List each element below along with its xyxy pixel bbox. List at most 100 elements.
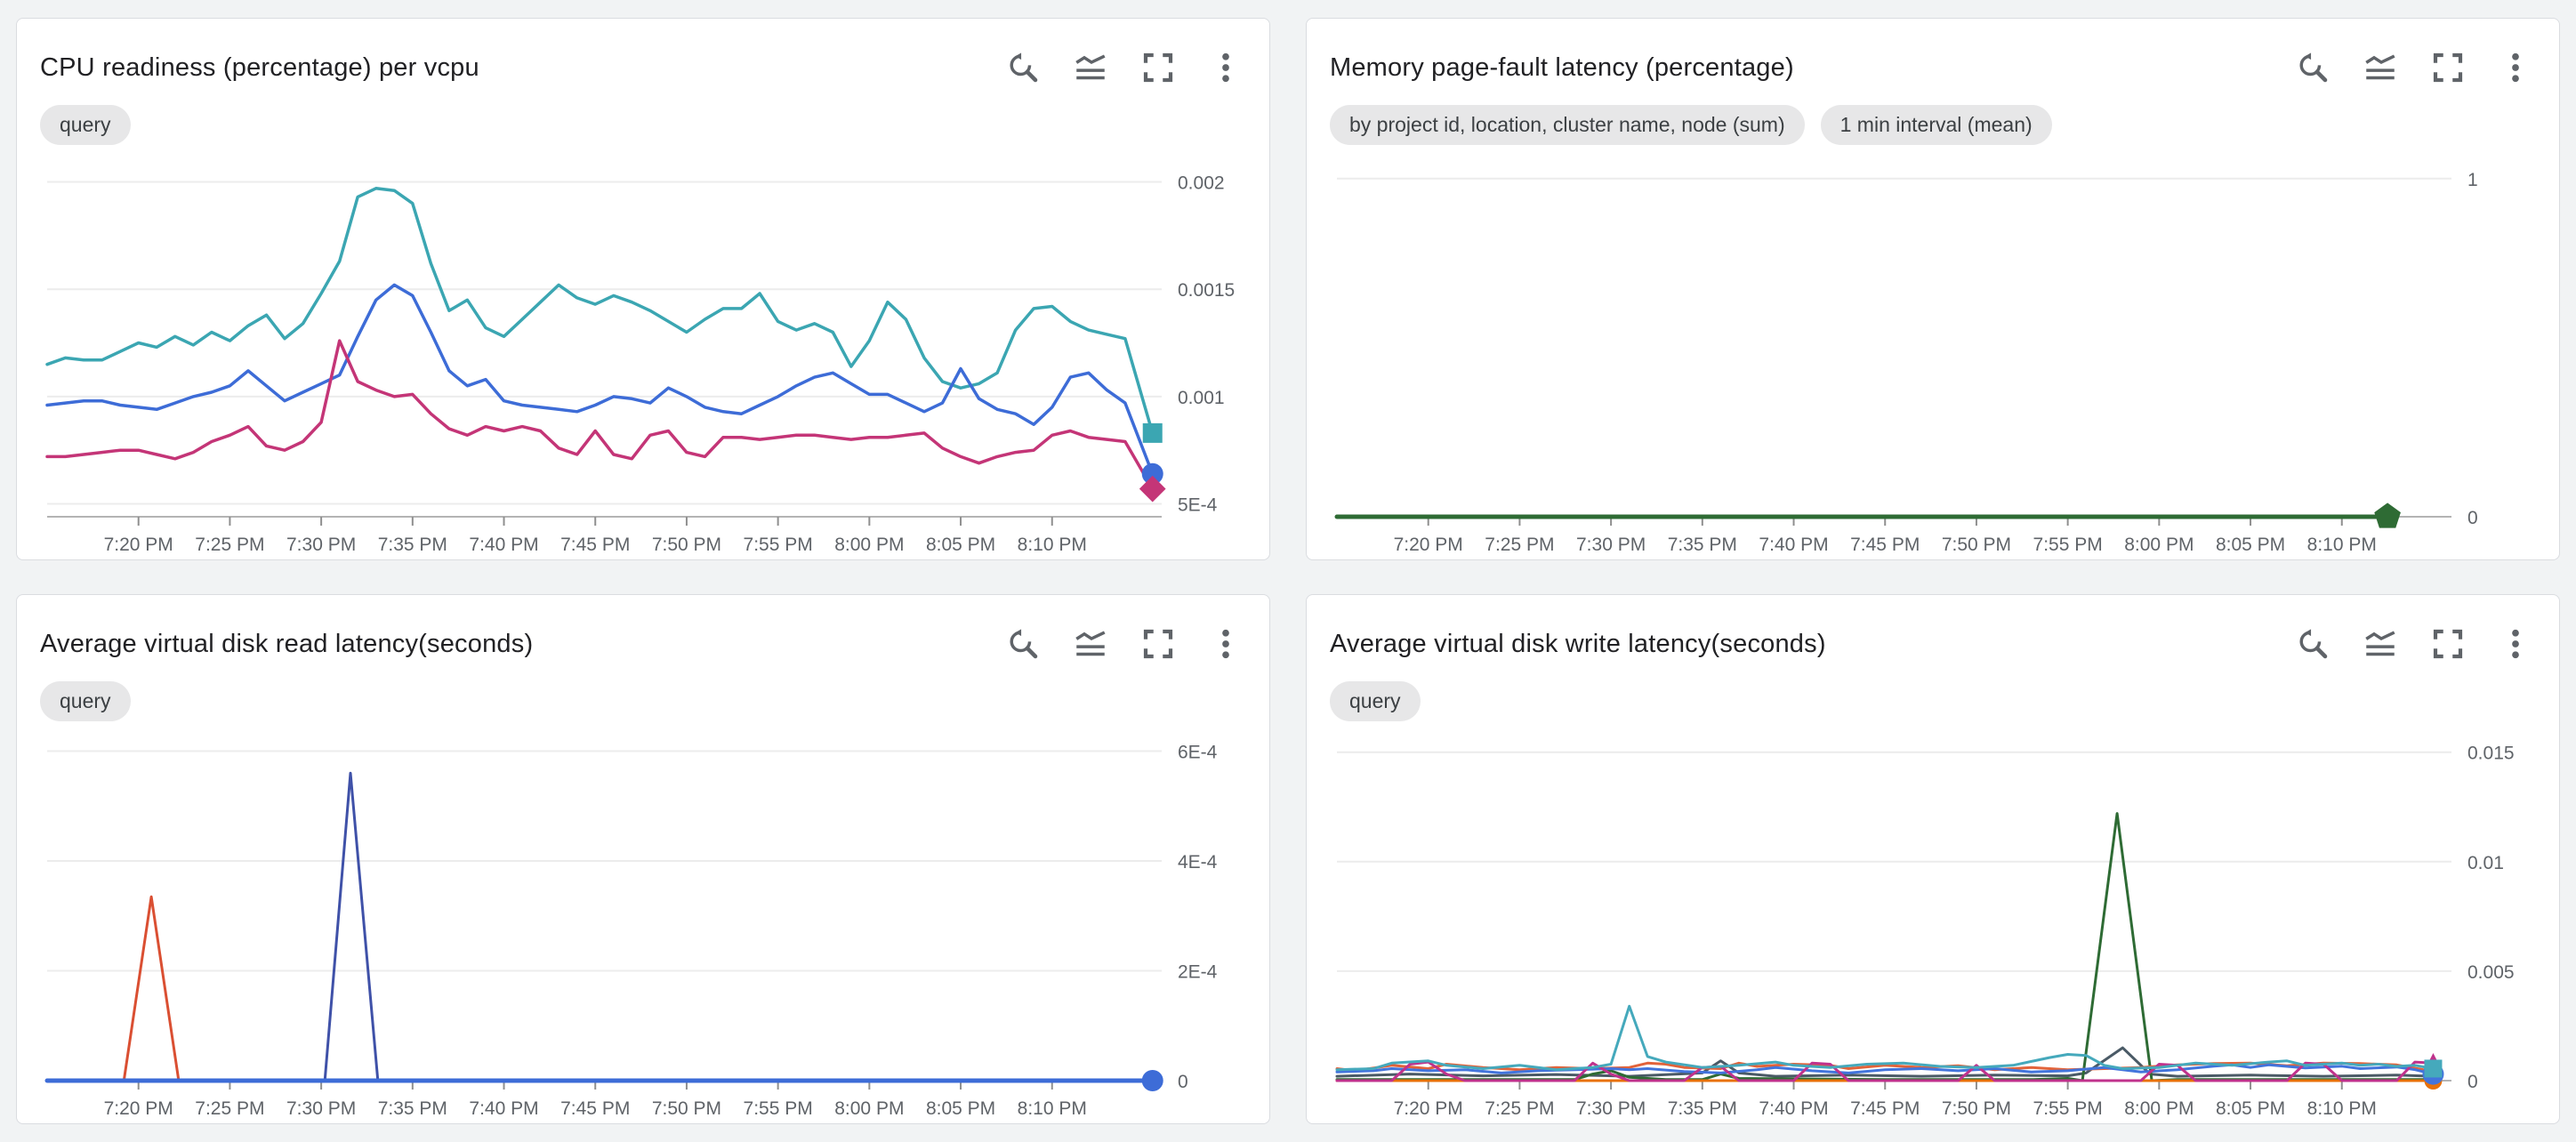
svg-text:7:45 PM: 7:45 PM — [1850, 535, 1920, 555]
svg-text:8:05 PM: 8:05 PM — [926, 535, 995, 555]
svg-text:7:40 PM: 7:40 PM — [469, 1098, 538, 1119]
card-header: CPU readiness (percentage) per vcpu — [40, 19, 1246, 90]
chip[interactable]: query — [1330, 680, 1421, 721]
chart-toolbar — [2292, 623, 2536, 664]
more-options-button[interactable] — [1205, 47, 1246, 88]
svg-text:0.015: 0.015 — [2467, 744, 2515, 764]
svg-text:8:10 PM: 8:10 PM — [1018, 535, 1087, 555]
svg-text:7:55 PM: 7:55 PM — [2033, 1098, 2103, 1119]
chart-card-cpu-readiness: CPU readiness (percentage) per vcpu quer… — [16, 18, 1270, 560]
svg-text:7:20 PM: 7:20 PM — [1394, 1098, 1463, 1119]
svg-text:7:55 PM: 7:55 PM — [744, 535, 813, 555]
chart-title: CPU readiness (percentage) per vcpu — [40, 52, 479, 82]
fullscreen-button[interactable] — [2427, 47, 2468, 88]
chip-row: query — [40, 680, 1246, 721]
more-options-button[interactable] — [2495, 47, 2536, 88]
chart-area[interactable]: 2E-4 4E-4 6E-4 7:20 PM 7:25 PM 7:30 PM 7:35 PM… — [40, 721, 1246, 1123]
svg-text:8:00 PM: 8:00 PM — [834, 1098, 904, 1119]
chip[interactable]: 1 min interval (mean) — [1820, 104, 2052, 145]
chart-title: Average virtual disk read latency(second… — [40, 629, 534, 658]
svg-text:7:20 PM: 7:20 PM — [104, 1098, 173, 1119]
svg-text:0.005: 0.005 — [2467, 962, 2515, 983]
chart-outline-toggle-button[interactable] — [1070, 47, 1111, 88]
svg-text:7:35 PM: 7:35 PM — [378, 535, 447, 555]
card-header: Memory page-fault latency (percentage) — [1330, 19, 2536, 90]
card-header: Average virtual disk write latency(secon… — [1330, 595, 2536, 666]
more-options-button[interactable] — [2495, 623, 2536, 664]
more-vert-icon — [2512, 52, 2519, 83]
more-vert-icon — [1222, 629, 1229, 659]
chip[interactable]: by project id, location, cluster name, n… — [1330, 104, 1805, 145]
svg-text:7:50 PM: 7:50 PM — [652, 535, 721, 555]
svg-text:6E-4: 6E-4 — [1178, 743, 1218, 763]
svg-text:8:05 PM: 8:05 PM — [2216, 535, 2285, 555]
fullscreen-button[interactable] — [1138, 47, 1179, 88]
fullscreen-button[interactable] — [1138, 623, 1179, 664]
svg-text:7:30 PM: 7:30 PM — [1576, 535, 1646, 555]
fullscreen-icon — [1143, 52, 1173, 83]
svg-text:7:50 PM: 7:50 PM — [652, 1098, 721, 1119]
svg-text:7:35 PM: 7:35 PM — [1668, 1098, 1737, 1119]
chart-area[interactable]: 0.005 0.01 0.015 7:20 PM 7:25 PM 7:30 PM 7:35 … — [1330, 721, 2536, 1123]
svg-text:7:40 PM: 7:40 PM — [1759, 535, 1828, 555]
chart-outline-toggle-button[interactable] — [2360, 623, 2401, 664]
svg-text:7:25 PM: 7:25 PM — [195, 1098, 264, 1119]
svg-text:8:10 PM: 8:10 PM — [2307, 535, 2377, 555]
chart-outline-toggle-button[interactable] — [2360, 47, 2401, 88]
chart-area[interactable]: 1 7:20 PM 7:25 PM 7:30 PM 7:35 PM 7:40 PM 7:45… — [1330, 145, 2536, 559]
svg-text:0.001: 0.001 — [1178, 388, 1225, 408]
svg-text:1: 1 — [2467, 170, 2478, 190]
fullscreen-icon — [1143, 629, 1173, 659]
svg-text:8:00 PM: 8:00 PM — [834, 535, 904, 555]
svg-text:7:45 PM: 7:45 PM — [560, 1098, 630, 1119]
svg-text:7:30 PM: 7:30 PM — [286, 1098, 356, 1119]
zoom-reset-icon — [1010, 629, 1038, 659]
chart-outline-icon — [2365, 631, 2395, 656]
svg-text:2E-4: 2E-4 — [1178, 962, 1218, 983]
fullscreen-button[interactable] — [2427, 623, 2468, 664]
svg-text:7:55 PM: 7:55 PM — [2033, 535, 2103, 555]
more-options-button[interactable] — [1205, 623, 1246, 664]
chart-area[interactable]: 5E-4 0.001 0.0015 0.002 7:20 PM 7:25 PM 7:30 P… — [40, 145, 1246, 559]
fullscreen-icon — [2433, 52, 2463, 83]
chart-card-disk-read-latency: Average virtual disk read latency(second… — [16, 594, 1270, 1124]
svg-text:7:35 PM: 7:35 PM — [378, 1098, 447, 1119]
svg-text:4E-4: 4E-4 — [1178, 852, 1218, 873]
svg-text:7:55 PM: 7:55 PM — [744, 1098, 813, 1119]
svg-text:7:50 PM: 7:50 PM — [1942, 535, 2011, 555]
svg-text:7:45 PM: 7:45 PM — [1850, 1098, 1920, 1119]
zoom-reset-button[interactable] — [1002, 47, 1043, 88]
chip[interactable]: query — [40, 104, 131, 145]
svg-text:7:25 PM: 7:25 PM — [1485, 535, 1554, 555]
more-vert-icon — [2512, 629, 2519, 659]
chart-card-disk-write-latency: Average virtual disk write latency(secon… — [1306, 594, 2560, 1124]
svg-text:0.002: 0.002 — [1178, 173, 1225, 194]
svg-text:0.01: 0.01 — [2467, 853, 2504, 873]
svg-text:7:20 PM: 7:20 PM — [104, 535, 173, 555]
fullscreen-icon — [2433, 629, 2463, 659]
zoom-reset-button[interactable] — [2292, 47, 2333, 88]
chart-toolbar — [1002, 47, 1246, 88]
chart-outline-toggle-button[interactable] — [1070, 623, 1111, 664]
svg-text:8:00 PM: 8:00 PM — [2124, 1098, 2194, 1119]
chip[interactable]: query — [40, 680, 131, 721]
chip-row: by project id, location, cluster name, n… — [1330, 104, 2536, 145]
zoom-reset-icon — [2299, 629, 2328, 659]
svg-text:8:05 PM: 8:05 PM — [2216, 1098, 2285, 1119]
chart-card-memory-page-fault: Memory page-fault latency (percentage) b… — [1306, 18, 2560, 560]
zoom-reset-icon — [2299, 52, 2328, 83]
svg-text:7:45 PM: 7:45 PM — [560, 535, 630, 555]
chart-title: Average virtual disk write latency(secon… — [1330, 629, 1826, 658]
svg-text:0: 0 — [2467, 1072, 2478, 1092]
zoom-reset-button[interactable] — [2292, 623, 2333, 664]
svg-text:7:40 PM: 7:40 PM — [1759, 1098, 1828, 1119]
svg-text:0.0015: 0.0015 — [1178, 280, 1235, 301]
zoom-reset-button[interactable] — [1002, 623, 1043, 664]
chart-title: Memory page-fault latency (percentage) — [1330, 52, 1794, 82]
svg-text:7:30 PM: 7:30 PM — [1576, 1098, 1646, 1119]
svg-text:0: 0 — [1178, 1072, 1188, 1092]
chart-toolbar — [2292, 47, 2536, 88]
svg-text:7:35 PM: 7:35 PM — [1668, 535, 1737, 555]
svg-text:0: 0 — [2467, 508, 2478, 528]
